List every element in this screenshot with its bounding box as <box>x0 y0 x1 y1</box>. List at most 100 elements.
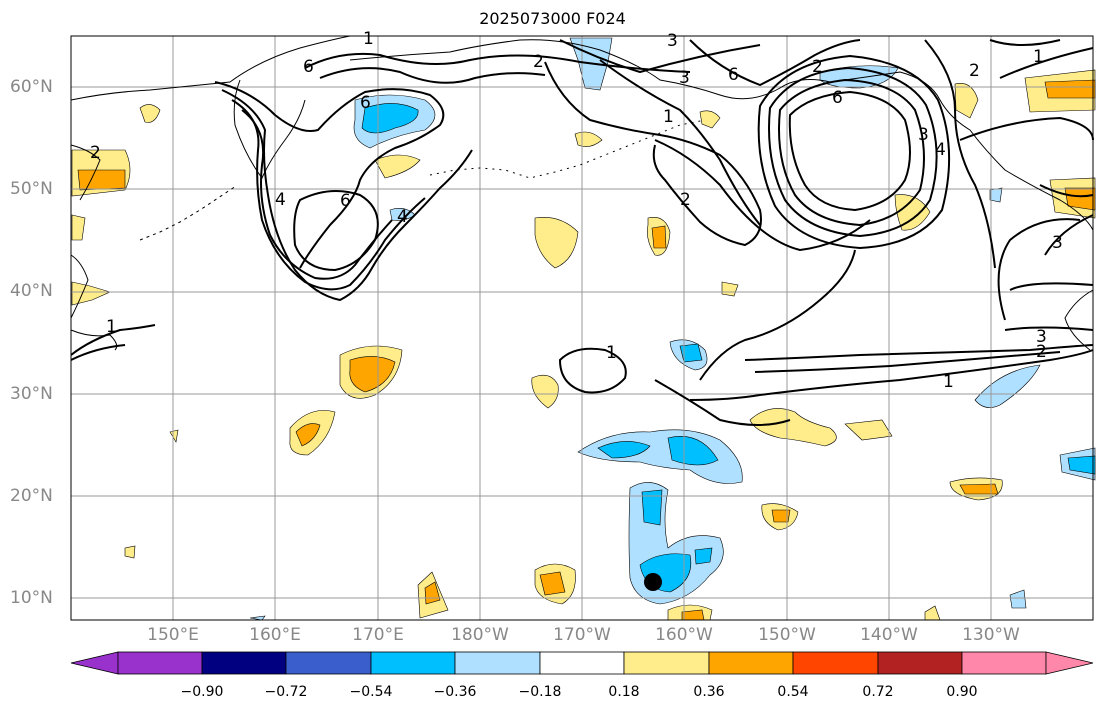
contour-label: 2 <box>969 61 980 81</box>
lon-label: 180°W <box>451 625 509 645</box>
shade-orange <box>959 483 999 495</box>
shade-blue-light <box>819 65 899 89</box>
lon-label: 170°E <box>352 625 404 645</box>
coastline-kuril-islands <box>139 185 237 241</box>
lat-label: 50°N <box>10 179 53 199</box>
shade-blue <box>641 489 663 526</box>
contour-label: 2 <box>533 52 544 72</box>
shade-blue <box>1067 455 1096 475</box>
lon-label: 160°W <box>655 625 713 645</box>
shade-blue <box>361 103 419 134</box>
contour-label: 2 <box>1036 342 1047 362</box>
lat-label: 30°N <box>10 384 53 404</box>
colorbar-tick-label: 0.72 <box>862 684 894 700</box>
lon-label: 150°E <box>147 625 199 645</box>
contour-label: 2 <box>90 143 101 163</box>
contour-label: 6 <box>728 65 739 85</box>
coastline-kamchatka <box>233 79 306 179</box>
coastlines <box>70 35 1094 351</box>
coastline-asia <box>70 35 351 101</box>
shade-blue-light <box>249 615 266 621</box>
colorbar-tick-label: 0.90 <box>946 684 978 700</box>
contour-label: 1 <box>1033 47 1044 67</box>
map-title: 2025073000 F024 <box>479 9 626 28</box>
lon-label: 150°W <box>758 625 816 645</box>
coastline-aleutians <box>429 119 706 179</box>
shade-orange <box>681 609 705 621</box>
colorbar-tick-label: −0.90 <box>180 684 224 700</box>
shade-yellow <box>844 419 893 441</box>
lon-label: 170°W <box>553 625 611 645</box>
colorbar-tick-label: −0.36 <box>433 684 477 700</box>
contour-label: 3 <box>679 68 690 88</box>
shade-blue <box>597 441 651 459</box>
colorbar-extend-low <box>70 651 119 675</box>
shade-yellow <box>534 217 579 269</box>
contour-label: 3 <box>1052 233 1063 253</box>
shade-yellow <box>139 104 161 123</box>
colorbar <box>70 651 1094 675</box>
colorbar-tick-label: 0.18 <box>608 684 640 700</box>
lon-label: 140°W <box>860 625 918 645</box>
contour-label: 6 <box>340 191 351 211</box>
contour-label: 6 <box>360 93 371 113</box>
shade-yellow <box>124 545 136 559</box>
graticule <box>71 36 1093 620</box>
contour-labels: 1 2 3 6 6 6 4 6 2 6 3 4 2 1 1 2 3 3 2 1 … <box>90 29 1063 392</box>
map-frame <box>70 35 1094 621</box>
lat-label: 10°N <box>10 588 53 608</box>
contour-label: 2 <box>680 190 691 210</box>
shade-orange <box>539 571 566 596</box>
shade-orange <box>349 356 396 393</box>
storm-marker <box>644 573 662 591</box>
contour-label: 3 <box>667 31 678 51</box>
lat-label: 20°N <box>10 486 53 506</box>
shade-yellow <box>721 281 739 297</box>
contour-label: 4 <box>397 207 408 227</box>
contour-label: 6 <box>832 88 843 108</box>
colorbar-tick-label: −0.54 <box>349 684 393 700</box>
shade-blue-light <box>577 429 743 484</box>
shade-yellow <box>954 83 979 119</box>
colorbar-tick-label: −0.18 <box>518 684 562 700</box>
shade-orange <box>651 225 667 249</box>
shade-yellow <box>749 408 837 447</box>
contour-label: 1 <box>663 107 674 127</box>
colorbar-tick-label: −0.72 <box>264 684 308 700</box>
lon-label: 160°E <box>249 625 301 645</box>
coastline-north-america <box>1064 289 1094 351</box>
lat-label: 40°N <box>10 281 53 301</box>
shade-yellow <box>924 605 941 621</box>
shade-blue <box>679 343 703 363</box>
lat-label: 60°N <box>10 77 53 97</box>
shade-yellow <box>531 374 559 409</box>
shade-blue <box>694 547 713 565</box>
colorbar-extend-high <box>1045 651 1094 675</box>
shaded-fields <box>71 37 1096 621</box>
contours <box>70 39 1094 426</box>
shade-yellow <box>699 110 721 129</box>
shade-orange <box>771 509 791 523</box>
shade-orange <box>295 423 321 447</box>
contour-label: 4 <box>275 190 286 210</box>
contour-label: 1 <box>363 29 374 49</box>
contour-label: 6 <box>303 57 314 77</box>
contour-label: 2 <box>812 57 823 77</box>
shade-yellow <box>71 281 111 306</box>
shade-orange <box>77 169 126 191</box>
shade-yellow <box>71 214 86 241</box>
shade-yellow <box>169 429 179 443</box>
contour-label: 3 <box>918 125 929 145</box>
shade-yellow <box>374 154 421 179</box>
contour-label: 1 <box>606 343 617 363</box>
shade-orange <box>1044 79 1096 99</box>
contour-label: 1 <box>106 317 117 337</box>
lon-label: 130°W <box>962 625 1020 645</box>
contour-label: 1 <box>943 372 954 392</box>
contour-label: 3 <box>1036 327 1047 347</box>
shade-yellow <box>574 131 603 147</box>
shade-blue <box>667 436 719 466</box>
coastline-alaska <box>349 39 1094 231</box>
contour-label: 4 <box>935 140 946 160</box>
